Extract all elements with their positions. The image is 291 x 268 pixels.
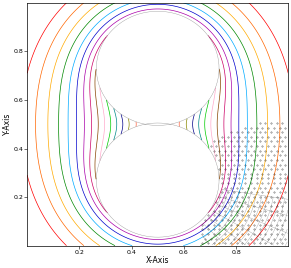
X-axis label: X-Axis: X-Axis	[146, 256, 169, 265]
Y-axis label: Y-Axis: Y-Axis	[3, 113, 12, 135]
